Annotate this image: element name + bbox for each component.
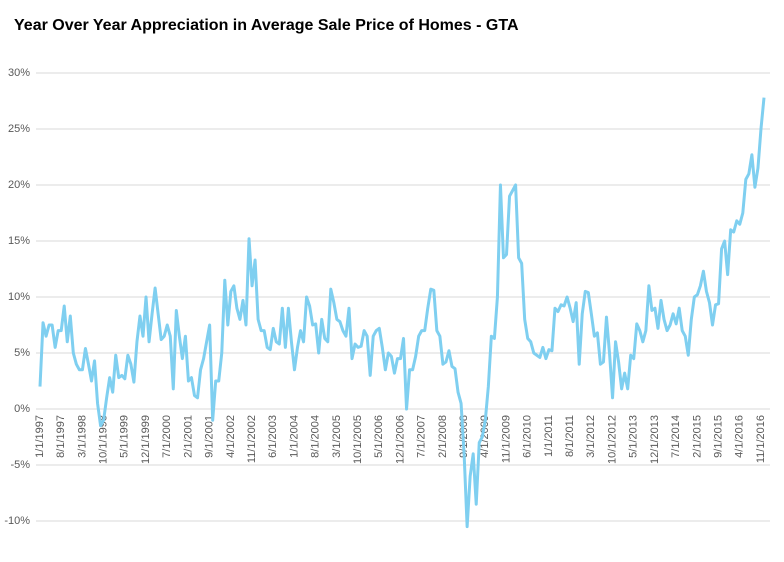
x-tick-label: 2/1/2015	[691, 415, 703, 458]
x-tick-label: 11/1/2002	[246, 415, 258, 463]
y-tick-label: 20%	[8, 179, 30, 191]
x-tick-label: 11/1/2009	[500, 415, 512, 463]
x-tick-label: 4/1/2009	[479, 415, 491, 458]
x-tick-label: 7/1/2007	[416, 415, 428, 458]
x-tick-label: 3/1/2005	[331, 415, 343, 458]
x-tick-label: 2/1/2008	[437, 415, 449, 458]
x-tick-label: 7/1/2014	[670, 415, 682, 458]
x-tick-label: 8/1/2004	[310, 415, 322, 458]
data-line	[38, 97, 766, 529]
x-tick-label: 2/1/2001	[182, 415, 194, 458]
x-tick-label: 4/1/2016	[734, 415, 746, 458]
y-tick-label: 10%	[8, 291, 30, 303]
x-tick-label: 5/1/2006	[373, 415, 385, 458]
x-tick-label: 8/1/1997	[55, 415, 67, 458]
y-tick-label: 30%	[8, 67, 30, 79]
x-tick-label: 3/1/1998	[76, 415, 88, 458]
x-tick-label: 11/1/2016	[755, 415, 767, 463]
x-tick-label: 1/1/2004	[288, 415, 300, 458]
x-tick-label: 9/1/2001	[204, 415, 216, 458]
x-tick-label: 6/1/2003	[267, 415, 279, 458]
y-tick-label: -5%	[10, 459, 30, 471]
x-tick-label: 12/1/2006	[394, 415, 406, 464]
x-tick-label: 4/1/2002	[225, 415, 237, 458]
y-tick-label: 15%	[8, 235, 30, 247]
x-tick-label: 12/1/2013	[649, 415, 661, 464]
x-tick-label: 12/1/1999	[140, 415, 152, 464]
x-tick-label: 8/1/2011	[564, 415, 576, 457]
x-tick-label: 5/1/1999	[119, 415, 131, 458]
x-tick-label: 3/1/2012	[585, 415, 597, 458]
chart-title: Year Over Year Appreciation in Average S…	[14, 17, 519, 34]
x-tick-label: 6/1/2010	[522, 415, 534, 458]
y-tick-label: 5%	[14, 347, 30, 359]
x-tick-label: 7/1/2000	[161, 415, 173, 458]
x-tick-label: 10/1/2012	[606, 415, 618, 464]
x-tick-label: 1/1/1997	[34, 415, 46, 458]
y-tick-label: -10%	[4, 515, 30, 527]
y-tick-label: 0%	[14, 403, 30, 415]
x-tick-label: 5/1/2013	[628, 415, 640, 458]
x-tick-label: 9/1/2015	[712, 415, 724, 458]
y-tick-label: 25%	[8, 123, 30, 135]
x-tick-label: 1/1/2011	[543, 415, 555, 457]
x-tick-label: 10/1/2005	[352, 415, 364, 464]
